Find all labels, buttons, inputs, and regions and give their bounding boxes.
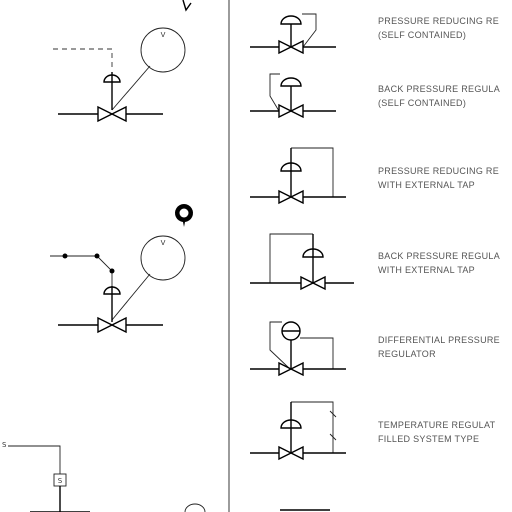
junction-dot-2c [109, 268, 115, 274]
dashed-signal-line-1 [53, 48, 113, 70]
actuator-3 [280, 162, 302, 172]
capillary-line-6 [291, 401, 334, 453]
legend-item-3-line1: PRESSURE REDUCING RE [378, 166, 499, 176]
actuator-1 [280, 15, 302, 25]
legend-item-1-line2: (SELF CONTAINED) [378, 30, 466, 40]
actuator-2 [280, 77, 302, 87]
balloon-callout-marker-1 [182, 0, 192, 12]
legend-item-5-line2: REGULATOR [378, 349, 436, 359]
capillary-tick-6a [329, 410, 337, 418]
symbol-differential-pressure [250, 321, 346, 377]
signal-line-2 [50, 255, 113, 286]
symbol-back-pressure-self [250, 73, 336, 119]
legend-item-4-line1: BACK PRESSURE REGULA [378, 251, 500, 261]
valve-2 [278, 103, 304, 119]
example-2-self-actuated-valve: V [50, 204, 193, 334]
symbol-pressure-reducing-external [250, 147, 346, 205]
signal-line-3 [8, 445, 61, 474]
sensing-line-1 [302, 13, 317, 48]
junction-dot-2b [94, 253, 100, 259]
symbol-pressure-reducing-self [250, 13, 336, 55]
diaphragm-actuator-1 [103, 74, 121, 83]
actuator-6 [280, 419, 302, 429]
instrument-balloon-1 [140, 27, 186, 73]
sensing-line-4 [269, 233, 313, 283]
symbol-temperature-regulator [250, 401, 346, 461]
partial-label-s: S [2, 441, 7, 449]
legend-item-5-line1: DIFFERENTIAL PRESSURE [378, 335, 500, 345]
valve-4 [300, 275, 326, 291]
valve-1 [278, 39, 304, 55]
diaphragm-actuator-2 [103, 286, 121, 295]
instrument-balloon-2-label: V [161, 239, 166, 247]
junction-dot-2a [62, 253, 68, 259]
example-3-partial: S S [2, 441, 206, 512]
instrument-balloon-3-partial [184, 503, 206, 512]
instrument-balloon-2 [140, 235, 186, 281]
valve-3 [278, 189, 304, 205]
sensing-line-5a [269, 321, 291, 370]
symbol-back-pressure-external [250, 233, 354, 291]
legend-item-6-line2: FILLED SYSTEM TYPE [378, 434, 479, 444]
legend-item-2-line1: BACK PRESSURE REGULA [378, 84, 500, 94]
valve-6 [278, 445, 304, 461]
sensing-line-2 [269, 73, 280, 112]
example-1-self-actuated-valve: V [53, 0, 192, 123]
capillary-tick-6b [329, 433, 337, 441]
transducer-box-label: S [58, 477, 63, 485]
legend-item-6-line1: TEMPERATURE REGULAT [378, 420, 496, 430]
instrument-balloon-1-label: V [161, 31, 166, 39]
sensing-line-5b [300, 337, 334, 369]
balloon-leader-1 [111, 65, 151, 111]
actuator-4 [302, 248, 324, 258]
legend-item-2-line2: (SELF CONTAINED) [378, 98, 466, 108]
legend-item-3-line2: WITH EXTERNAL TAP [378, 180, 475, 190]
valve-5 [278, 361, 304, 377]
valve-body-1 [97, 105, 127, 123]
sensing-line-3 [291, 147, 334, 197]
balloon-callout-marker-2-hole [179, 208, 189, 218]
legend-item-4-line2: WITH EXTERNAL TAP [378, 265, 475, 275]
legend-item-1-line1: PRESSURE REDUCING RE [378, 16, 499, 26]
balloon-leader-2 [111, 273, 151, 321]
valve-body-2 [97, 316, 127, 334]
